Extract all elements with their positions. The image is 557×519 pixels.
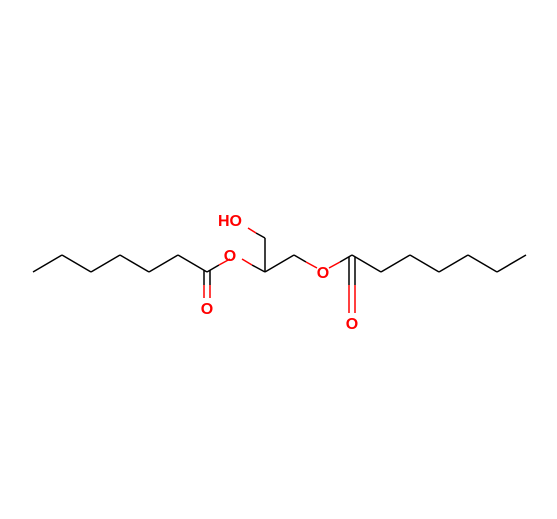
left-chain-bonds [33, 255, 207, 272]
carbonyl-oxygen-right-label: O [346, 316, 358, 333]
right-chain-bonds [352, 255, 526, 272]
molecule-diagram: HO O O O O [0, 0, 557, 519]
hydroxyl-label: HO [218, 213, 242, 230]
carbonyl-oxygen-left-label: O [201, 301, 213, 318]
ester-oxygen-right-label: O [317, 265, 329, 282]
glycerol-bonds [242, 228, 317, 272]
left-carbonyl-double-bond [204, 270, 210, 298]
ester-oxygen-left-label: O [224, 248, 236, 265]
right-carbonyl-double-bond [349, 257, 355, 313]
